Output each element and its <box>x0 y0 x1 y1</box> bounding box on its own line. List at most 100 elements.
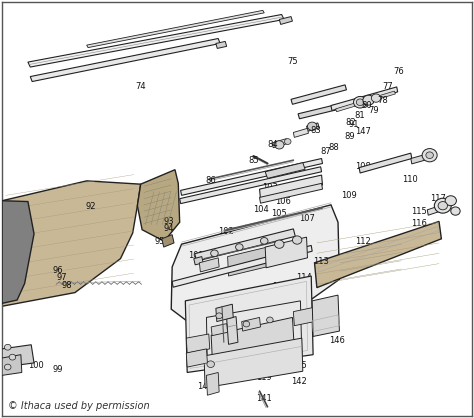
Text: 102: 102 <box>218 227 234 236</box>
Text: 146: 146 <box>328 336 345 345</box>
Text: 79: 79 <box>368 106 379 115</box>
Text: 130: 130 <box>235 340 251 349</box>
Text: 125: 125 <box>277 303 293 312</box>
Text: 138: 138 <box>230 357 246 366</box>
Text: 95: 95 <box>154 237 165 246</box>
Text: 74: 74 <box>136 82 146 92</box>
Circle shape <box>284 139 291 145</box>
Polygon shape <box>293 308 315 326</box>
Text: 82: 82 <box>346 117 356 127</box>
Text: © Ithaca used by permission: © Ithaca used by permission <box>8 401 149 411</box>
Circle shape <box>434 198 451 213</box>
Text: 136: 136 <box>315 314 330 323</box>
Polygon shape <box>312 295 339 336</box>
Polygon shape <box>260 175 322 199</box>
Text: 78: 78 <box>377 96 388 105</box>
Text: 139: 139 <box>202 361 218 370</box>
Circle shape <box>426 152 433 158</box>
Text: 143: 143 <box>277 365 293 374</box>
Circle shape <box>4 364 11 370</box>
Polygon shape <box>194 257 203 265</box>
Polygon shape <box>265 163 305 178</box>
Circle shape <box>354 97 367 108</box>
Circle shape <box>236 244 243 250</box>
Text: 101: 101 <box>188 251 203 260</box>
Text: 94: 94 <box>164 224 174 233</box>
Circle shape <box>445 196 456 206</box>
Circle shape <box>207 361 214 367</box>
Text: 98: 98 <box>62 280 72 290</box>
Text: 103: 103 <box>262 183 278 192</box>
Polygon shape <box>162 234 174 247</box>
Polygon shape <box>180 167 321 204</box>
Circle shape <box>371 94 381 102</box>
Text: 91: 91 <box>348 120 359 129</box>
Polygon shape <box>87 10 264 48</box>
Polygon shape <box>291 85 346 104</box>
Text: 127: 127 <box>197 319 213 329</box>
Polygon shape <box>279 17 292 24</box>
Polygon shape <box>185 276 313 372</box>
Polygon shape <box>260 184 322 203</box>
Polygon shape <box>336 91 395 112</box>
Polygon shape <box>293 128 309 138</box>
Text: 120: 120 <box>191 313 206 322</box>
Text: 113: 113 <box>313 257 328 266</box>
Polygon shape <box>298 105 337 119</box>
Text: 128: 128 <box>192 331 208 340</box>
Text: 129: 129 <box>188 343 203 352</box>
Text: 111: 111 <box>277 248 293 257</box>
Text: 147: 147 <box>355 127 371 136</box>
Polygon shape <box>137 170 180 241</box>
Text: 80: 80 <box>361 101 372 110</box>
Text: 77: 77 <box>382 82 393 92</box>
Polygon shape <box>30 38 220 82</box>
Circle shape <box>363 95 374 105</box>
Polygon shape <box>211 324 228 336</box>
Polygon shape <box>427 203 449 215</box>
Text: 134: 134 <box>249 331 264 340</box>
Text: 87: 87 <box>320 148 331 156</box>
Text: 85: 85 <box>248 155 259 165</box>
Text: 93: 93 <box>164 217 174 226</box>
Circle shape <box>9 354 16 360</box>
Polygon shape <box>2 345 34 367</box>
Text: 88: 88 <box>328 143 339 152</box>
Circle shape <box>438 201 447 210</box>
Polygon shape <box>171 205 339 321</box>
Text: 137: 137 <box>310 324 326 333</box>
Text: 131: 131 <box>239 350 255 359</box>
Text: 133: 133 <box>254 318 269 327</box>
Polygon shape <box>265 237 308 268</box>
Polygon shape <box>216 41 227 48</box>
Text: 105: 105 <box>272 209 287 219</box>
Polygon shape <box>331 87 398 110</box>
Text: 100: 100 <box>28 361 44 370</box>
Text: 97: 97 <box>57 273 67 282</box>
Text: 110: 110 <box>402 175 418 184</box>
Text: 76: 76 <box>394 67 404 76</box>
Polygon shape <box>186 349 208 367</box>
Circle shape <box>261 237 268 244</box>
Text: 114: 114 <box>296 273 311 282</box>
Polygon shape <box>207 372 219 395</box>
Circle shape <box>451 207 460 215</box>
Text: 104: 104 <box>254 205 269 214</box>
Polygon shape <box>315 222 441 288</box>
Circle shape <box>292 236 302 244</box>
Text: 145: 145 <box>291 361 307 370</box>
Text: 126: 126 <box>286 311 302 320</box>
Polygon shape <box>2 181 141 306</box>
Text: 89: 89 <box>345 132 355 141</box>
Text: 96: 96 <box>52 266 63 275</box>
Polygon shape <box>307 123 319 131</box>
Text: 123: 123 <box>272 282 288 291</box>
Text: 92: 92 <box>85 202 96 212</box>
Polygon shape <box>195 229 295 261</box>
Text: 141: 141 <box>256 394 272 403</box>
Circle shape <box>216 313 222 319</box>
Text: 107: 107 <box>299 214 314 223</box>
Polygon shape <box>181 158 322 195</box>
Text: 81: 81 <box>355 111 365 120</box>
Circle shape <box>422 148 437 162</box>
